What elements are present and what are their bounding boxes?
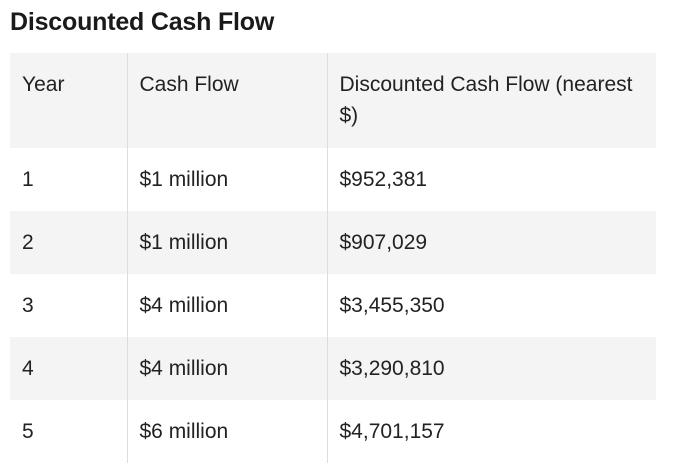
cell-cash-flow: $1 million [126,148,327,211]
cell-cash-flow: $6 million [126,400,327,463]
cell-cash-flow: $4 million [126,337,327,400]
table-row: 2 $1 million $907,029 [10,211,656,274]
cell-year: 2 [22,231,34,254]
header-cash-flow: Cash Flow [126,53,327,148]
cell-discounted-cash-flow: $3,290,810 [326,337,656,400]
discounted-cash-flow-table: Year Cash Flow Discounted Cash Flow (nea… [10,53,656,463]
table-header-row: Year Cash Flow Discounted Cash Flow (nea… [10,53,656,148]
cell-discounted-cash-flow: $3,455,350 [326,274,656,337]
cell-year: 5 [22,420,34,443]
cell-year: 4 [22,357,34,380]
cell-year: 3 [22,294,34,317]
table-row: 1 $1 million $952,381 [10,148,656,211]
page-title: Discounted Cash Flow [10,8,275,36]
table-row: 3 $4 million $3,455,350 [10,274,656,337]
cell-cash-flow: $1 million [126,211,327,274]
cell-discounted-cash-flow: $952,381 [326,148,656,211]
table-row: 5 $6 million $4,701,157 [10,400,656,463]
table-row: 4 $4 million $3,290,810 [10,337,656,400]
cell-discounted-cash-flow: $4,701,157 [326,400,656,463]
header-year: Year [22,73,65,96]
cell-year: 1 [22,168,34,191]
header-discounted-cash-flow: Discounted Cash Flow (nearest $) [326,53,656,148]
cell-discounted-cash-flow: $907,029 [326,211,656,274]
cell-cash-flow: $4 million [126,274,327,337]
